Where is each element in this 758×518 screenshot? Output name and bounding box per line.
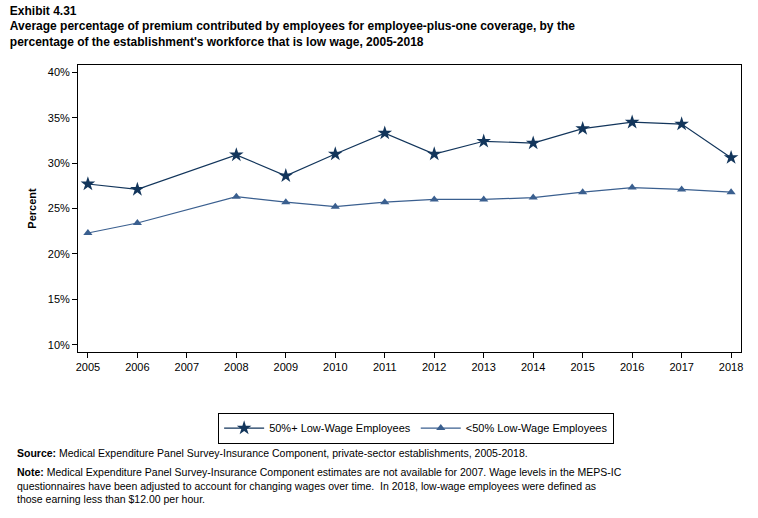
svg-text:2008: 2008 — [224, 361, 248, 373]
svg-text:20%: 20% — [48, 248, 70, 260]
svg-text:Source: Medical Expenditure Pa: Source: Medical Expenditure Panel Survey… — [17, 447, 528, 459]
svg-text:Percent: Percent — [26, 188, 38, 229]
svg-text:2018: 2018 — [719, 361, 743, 373]
svg-text:Note: Medical Expenditure Pane: Note: Medical Expenditure Panel Survey-I… — [17, 466, 622, 505]
svg-text:50%+ Low-Wage Employees: 50%+ Low-Wage Employees — [269, 422, 411, 434]
svg-text:2006: 2006 — [125, 361, 149, 373]
svg-text:2005: 2005 — [76, 361, 100, 373]
svg-text:2009: 2009 — [274, 361, 298, 373]
svg-text:2011: 2011 — [373, 361, 397, 373]
svg-text:<50% Low-Wage Employees: <50% Low-Wage Employees — [466, 422, 608, 434]
svg-text:25%: 25% — [48, 202, 70, 214]
svg-text:2015: 2015 — [570, 361, 594, 373]
svg-text:2012: 2012 — [422, 361, 446, 373]
svg-text:2017: 2017 — [669, 361, 693, 373]
svg-text:40%: 40% — [48, 66, 70, 78]
svg-text:2010: 2010 — [323, 361, 347, 373]
svg-text:Exhibit 4.31Average percentage: Exhibit 4.31Average percentage of premiu… — [10, 4, 575, 49]
svg-text:2016: 2016 — [620, 361, 644, 373]
svg-text:10%: 10% — [48, 339, 70, 351]
svg-text:2013: 2013 — [471, 361, 495, 373]
svg-text:15%: 15% — [48, 293, 70, 305]
svg-text:2014: 2014 — [521, 361, 545, 373]
svg-text:30%: 30% — [48, 157, 70, 169]
svg-text:35%: 35% — [48, 112, 70, 124]
svg-text:2007: 2007 — [175, 361, 199, 373]
